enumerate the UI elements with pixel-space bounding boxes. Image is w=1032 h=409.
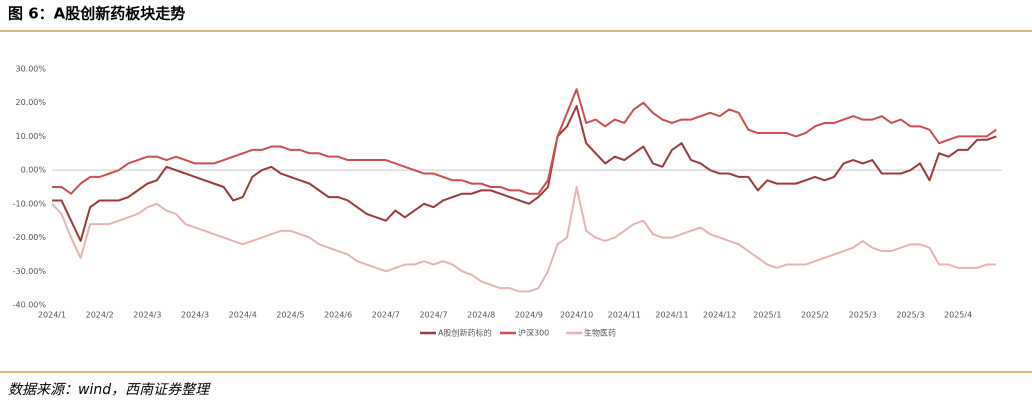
x-tick-label: 2024/2 [86, 311, 114, 320]
series-line [52, 88, 997, 195]
y-tick-label: 30.00% [15, 65, 46, 74]
x-tick-label: 2025/1 [753, 311, 781, 320]
x-tick-label: 2024/4 [229, 311, 257, 320]
legend-label: 沪深300 [518, 328, 549, 338]
x-tick-label: 2025/4 [944, 311, 972, 320]
x-tick-label: 2024/8 [467, 311, 495, 320]
y-tick-label: -30.00% [13, 267, 47, 276]
x-tick-label: 2024/9 [515, 311, 543, 320]
series-line [52, 105, 997, 242]
x-tick-label: 2024/6 [324, 311, 352, 320]
x-tick-label: 2024/1 [38, 311, 66, 320]
x-tick-label: 2025/3 [896, 311, 924, 320]
figure-title: 图 6：A股创新药板块走势 [8, 5, 185, 23]
y-tick-label: 10.00% [15, 132, 46, 141]
series-line [51, 186, 997, 293]
y-tick-label: -20.00% [13, 233, 47, 242]
y-tick-label: 20.00% [15, 98, 46, 107]
x-tick-label: 2025/3 [849, 311, 877, 320]
x-tick-label: 2025/2 [801, 311, 829, 320]
x-tick-label: 2024/10 [560, 311, 593, 320]
y-tick-label: 0.00% [21, 166, 47, 175]
x-tick-label: 2024/3 [181, 311, 209, 320]
x-tick-label: 2024/12 [703, 311, 736, 320]
x-tick-label: 2024/7 [419, 311, 447, 320]
x-tick-label: 2024/11 [608, 311, 641, 320]
x-tick-label: 2024/5 [276, 311, 304, 320]
source: 数据来源：wind，西南证券整理 [8, 382, 211, 398]
y-tick-label: -40.00% [13, 301, 47, 310]
y-tick-label: -10.00% [13, 199, 47, 208]
x-tick-label: 2024/7 [372, 311, 400, 320]
x-tick-label: 2024/11 [655, 311, 688, 320]
legend-label: A股创新药标的 [438, 328, 491, 338]
x-tick-label: 2024/3 [133, 311, 161, 320]
legend-label: 生物医药 [584, 328, 616, 338]
